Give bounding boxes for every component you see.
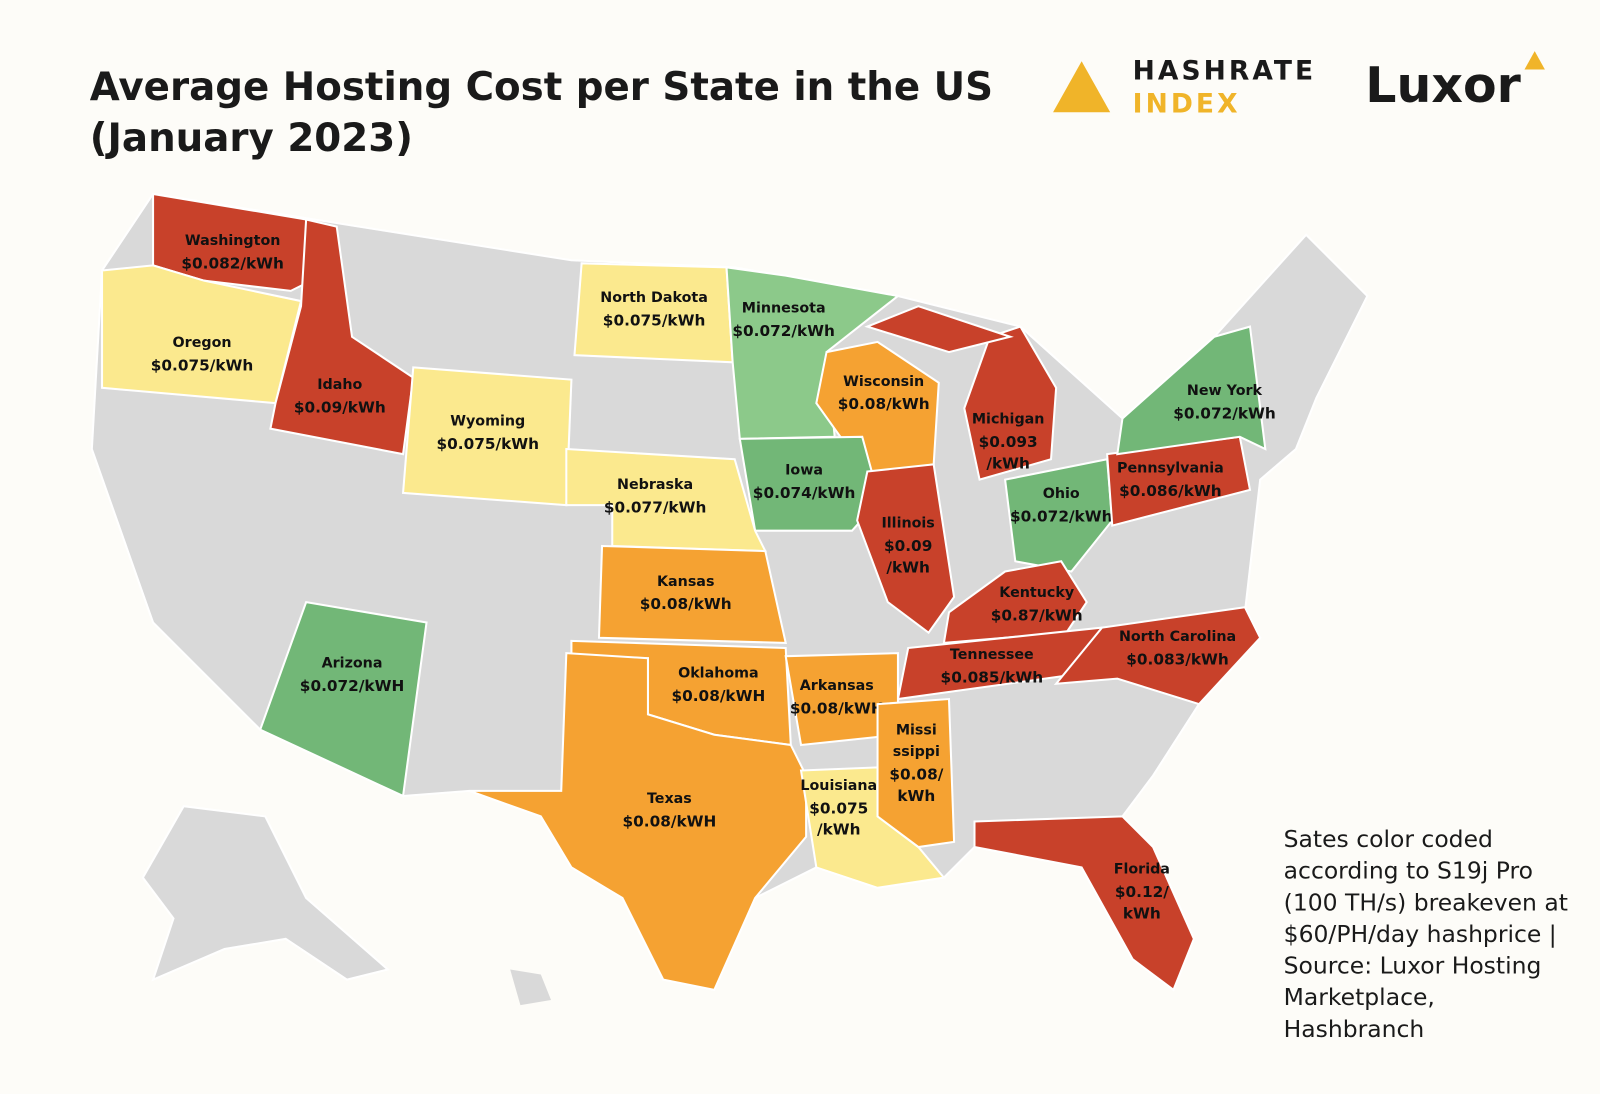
state-cost: $0.093 [979,433,1038,451]
state [269,218,415,456]
note: Source: Luxor Hosting [1284,952,1542,980]
state-cost: $0.08/kWH [671,687,765,705]
state-name: Ohio [1043,486,1080,502]
luxor-icon [1524,51,1545,70]
state [864,305,1014,354]
state-cost: $0.08/ [889,766,943,784]
state-cost: /kWh [986,454,1030,472]
state-name: Idaho [317,377,362,393]
state-cost: $0.08/kWh [838,395,930,413]
state-name: Pennsylvania [1117,461,1224,477]
state [1116,325,1267,456]
state-name: North Dakota [600,290,708,306]
state [258,600,428,798]
state-cost: kWh [897,787,935,805]
note: (100 TH/s) breakeven at [1284,888,1568,916]
state-cost: $0.075/kWh [436,435,539,453]
note: Marketplace, [1284,983,1435,1011]
state-name: Kentucky [999,585,1075,601]
state-name: Tennessee [950,647,1034,663]
hashrate-icon [1053,61,1111,113]
state-cost: /kWh [886,559,930,577]
state-cost: $0.12/ [1115,883,1169,901]
state-cost: kWh [1123,904,1161,922]
state-cost: /kWh [817,821,861,839]
state-name: Michigan [972,412,1045,428]
note: according to S19j Pro [1284,857,1533,885]
title: Average Hosting Cost per State in the US [90,65,993,110]
state-name: Minnesota [742,300,826,316]
hawaii [510,969,552,1006]
state-name: Illinois [881,516,934,532]
state-name: Louisiana [800,778,877,794]
state-name: Oregon [173,335,232,351]
state-cost: $0.075/kWh [151,356,254,374]
state-name: Iowa [785,463,823,479]
state-name: Arizona [322,655,383,671]
state-cost: $0.072/kWH [300,677,404,695]
state-cost: $0.09 [884,537,932,555]
luxor-logo: Luxor [1365,57,1520,114]
state-name: Oklahoma [678,666,759,682]
title: (January 2023) [90,116,413,161]
state-cost: $0.075/kWh [603,312,706,330]
state-name: ssippi [893,744,940,760]
hashrate-logo: HASHRATE [1133,56,1317,87]
note: Hashbranch [1284,1015,1425,1043]
state-name: Arkansas [800,678,874,694]
state-cost: $0.083/kWh [1126,650,1229,668]
state-cost: $0.08/kWH [790,699,884,717]
state-name: Wisconsin [843,374,924,390]
state [856,463,956,635]
state [1003,458,1114,573]
state [973,815,1195,992]
state [597,544,787,644]
state-cost: $0.87/kWh [991,606,1083,624]
state-name: North Carolina [1119,629,1236,645]
note: Sates color coded [1284,825,1493,853]
state [469,652,808,992]
state-name: Nebraska [617,477,693,493]
alaska [141,805,390,982]
state-cost: $0.075 [809,799,868,817]
state-cost: $0.09/kWh [294,398,386,416]
state-name: Missi [896,723,937,739]
state-cost: $0.082/kWh [181,254,284,272]
state-cost: $0.085/kWh [941,669,1044,687]
state [876,697,956,849]
state-name: Texas [647,791,692,807]
state-name: Wyoming [450,414,525,430]
state [942,560,1088,645]
state-cost: $0.072/kWh [732,322,835,340]
state-cost: $0.08/kWh [640,595,732,613]
state-cost: $0.077/kWh [604,498,707,516]
state-name: Washington [185,233,281,249]
state-cost: $0.086/kWh [1119,482,1222,500]
hashrate-logo: INDEX [1133,88,1241,119]
state-name: Florida [1114,862,1170,878]
state-cost: $0.08/kWH [622,813,716,831]
state-name: Kansas [657,574,714,590]
state-cost: $0.072/kWh [1173,404,1276,422]
state-name: New York [1187,383,1263,399]
state [1053,606,1262,706]
note: $60/PH/day hashprice | [1284,920,1557,948]
state-cost: $0.072/kWh [1010,507,1113,525]
state-cost: $0.074/kWh [753,484,856,502]
